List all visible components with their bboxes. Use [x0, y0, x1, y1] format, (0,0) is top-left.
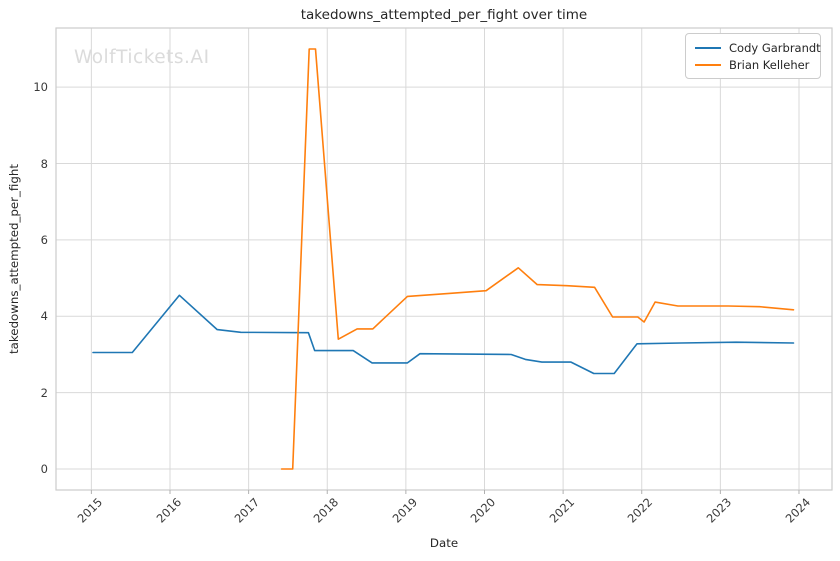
legend-label: Cody Garbrandt — [729, 41, 821, 55]
y-tick-label: 10 — [33, 80, 48, 95]
y-tick-label: 2 — [40, 385, 48, 400]
legend: Cody Garbrandt Brian Kelleher — [685, 33, 821, 79]
series-line — [92, 294, 795, 375]
legend-entry: Brian Kelleher — [695, 57, 812, 73]
y-tick-label: 8 — [40, 156, 48, 171]
watermark: WolfTickets.AI — [74, 47, 210, 68]
legend-line-swatch — [695, 47, 721, 49]
legend-entry: Cody Garbrandt — [695, 40, 821, 56]
plot-border — [55, 27, 833, 491]
series-line — [280, 48, 795, 470]
x-axis-label: Date — [429, 536, 459, 550]
legend-label: Brian Kelleher — [729, 58, 810, 72]
chart-title: takedowns_attempted_per_fight over time — [300, 7, 588, 23]
y-tick-label: 0 — [40, 462, 48, 476]
y-tick-label: 6 — [40, 232, 48, 247]
legend-line-swatch — [695, 64, 721, 66]
y-tick-label: 4 — [40, 309, 48, 324]
y-axis-label: takedowns_attempted_per_fight — [7, 164, 21, 354]
